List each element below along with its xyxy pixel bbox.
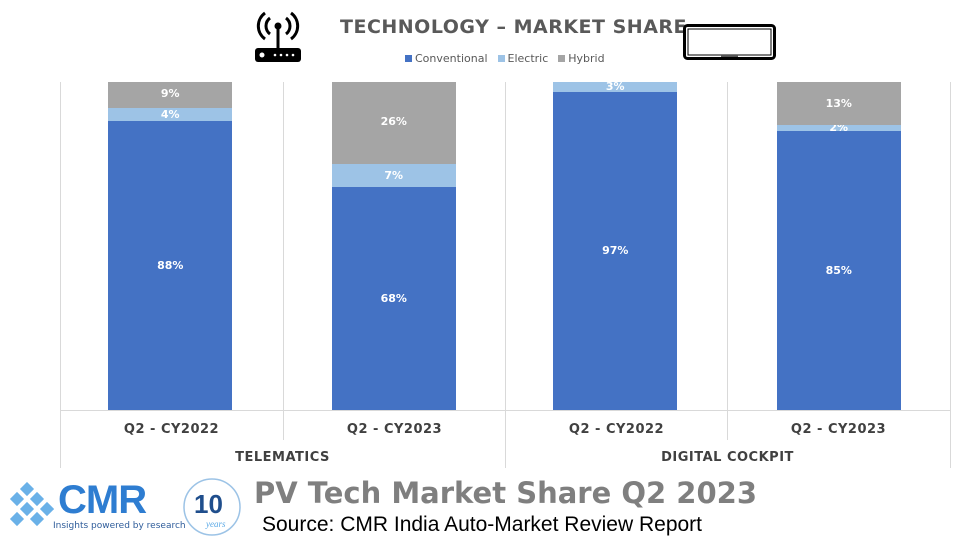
axis-divider	[283, 82, 284, 440]
footer-headline: PV Tech Market Share Q2 2023	[254, 476, 757, 510]
legend-item: Hybrid	[558, 52, 605, 65]
data-label: 9%	[160, 86, 180, 100]
footer-source: Source: CMR India Auto-Market Review Rep…	[262, 513, 703, 536]
cmr-tagline: Insights powered by research	[53, 521, 186, 531]
bar-segment-hybrid: 13%	[776, 82, 901, 125]
data-label: 85%	[825, 264, 852, 278]
legend-label: Conventional	[415, 52, 488, 65]
legend-item: Conventional	[405, 52, 488, 65]
bar-segment-conventional: 85%	[776, 131, 901, 410]
data-label: 97%	[602, 244, 629, 258]
legend-swatch	[558, 55, 566, 62]
bar-segment-hybrid: 26%	[331, 82, 456, 164]
axis-divider	[505, 82, 506, 468]
data-label: 4%	[160, 108, 180, 122]
x-axis	[60, 410, 950, 411]
router-wifi-icon	[255, 11, 301, 62]
data-label: 13%	[825, 96, 852, 110]
group-label-telematics: TELEMATICS	[235, 450, 330, 465]
group-label-digital-cockpit: DIGITAL COCKPIT	[661, 450, 794, 465]
legend-item: Electric	[497, 52, 549, 65]
x-tick-label: Q2 - CY2023	[790, 422, 887, 437]
display-screen-icon	[683, 24, 776, 60]
x-tick-label: Q2 - CY2023	[346, 422, 443, 437]
chart-title: TECHNOLOGY – MARKET SHARE	[340, 16, 688, 38]
legend-label: Hybrid	[568, 52, 605, 65]
data-label: 7%	[384, 168, 404, 182]
legend-swatch	[405, 55, 412, 62]
data-label: 3%	[605, 82, 625, 94]
data-label: 68%	[380, 291, 407, 305]
svg-text:years: years	[205, 519, 226, 529]
bar-segment-electric: 3%	[553, 82, 678, 94]
bar-segment-electric: 4%	[108, 108, 233, 122]
legend: Conventional Electric Hybrid	[405, 52, 605, 65]
cmr-logo: CMR	[58, 478, 147, 522]
axis-divider	[60, 82, 61, 468]
plot-area: 88% 4% 9% 68% 7% 26% 97% 3% 85% 2% 13%	[60, 82, 950, 410]
data-label: 2%	[829, 121, 849, 135]
axis-divider	[950, 82, 951, 468]
bar-segment-hybrid: 9%	[108, 82, 233, 109]
ten-years-badge: 10 years	[183, 478, 241, 536]
bar-segment-electric: 2%	[776, 121, 901, 134]
axis-divider	[727, 82, 728, 440]
bar-segment-conventional: 88%	[108, 121, 233, 410]
bar-segment-electric: 7%	[331, 164, 456, 187]
cmr-logo-cubes	[9, 482, 54, 527]
legend-label: Electric	[507, 52, 549, 65]
data-label: 26%	[380, 114, 407, 128]
svg-text:10: 10	[194, 489, 223, 519]
x-tick-label: Q2 - CY2022	[568, 422, 665, 437]
legend-swatch	[497, 55, 505, 62]
x-tick-label: Q2 - CY2022	[123, 422, 220, 437]
bar-segment-conventional: 68%	[331, 186, 456, 410]
data-label: 88%	[157, 259, 184, 273]
bar-segment-conventional: 97%	[553, 91, 678, 410]
